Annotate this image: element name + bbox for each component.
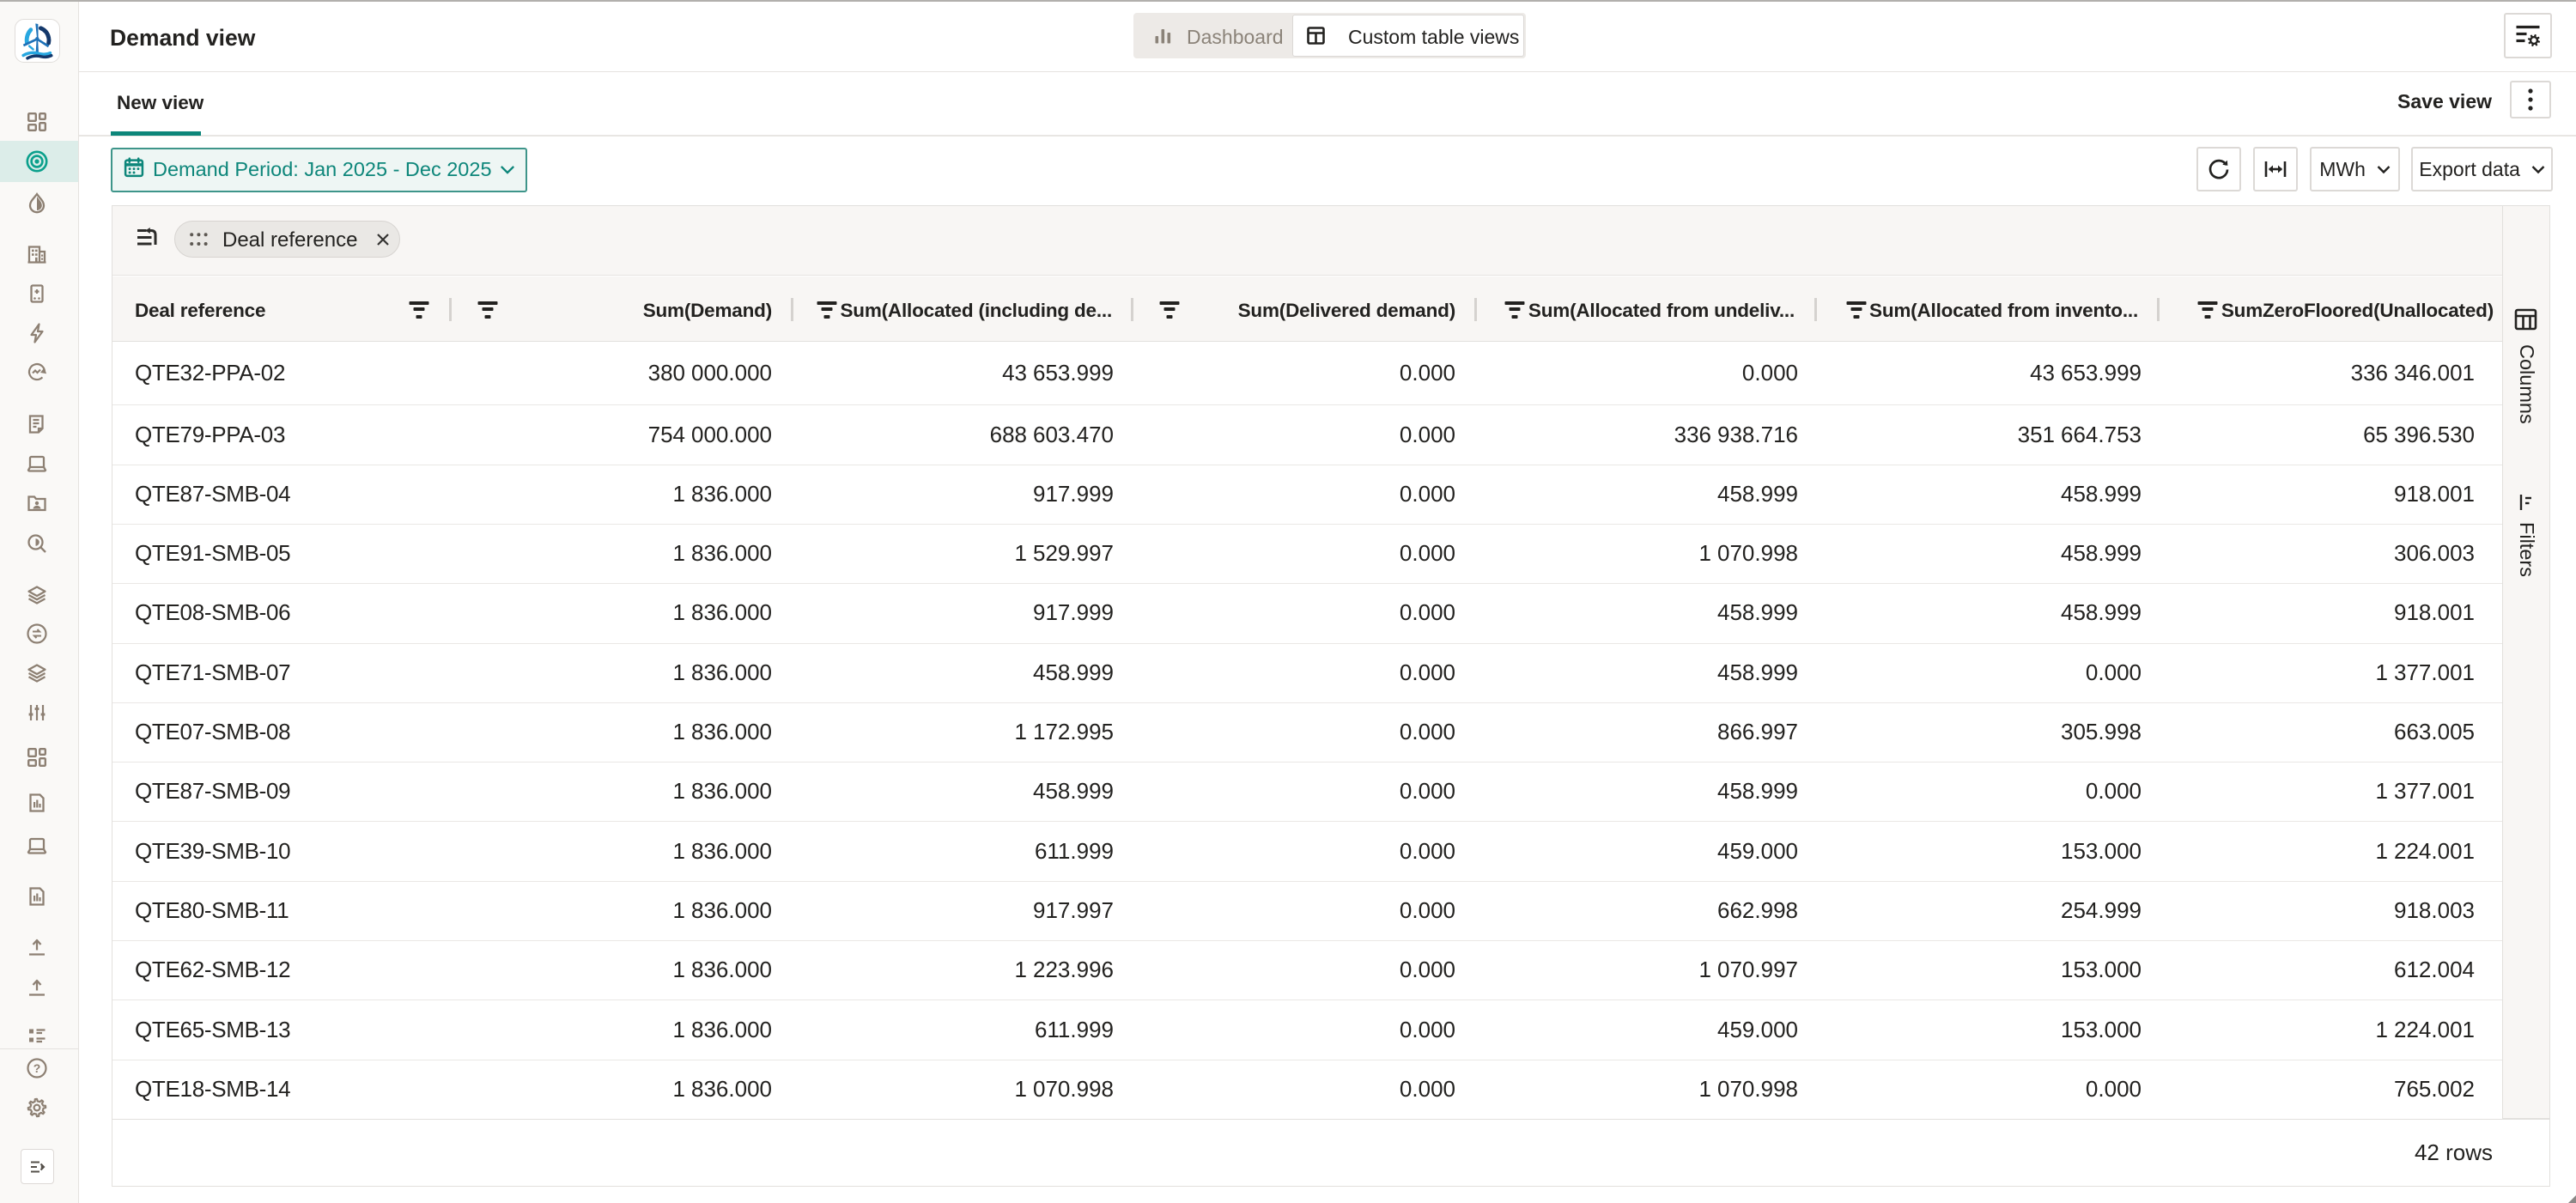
- svg-text:?: ?: [33, 1061, 41, 1075]
